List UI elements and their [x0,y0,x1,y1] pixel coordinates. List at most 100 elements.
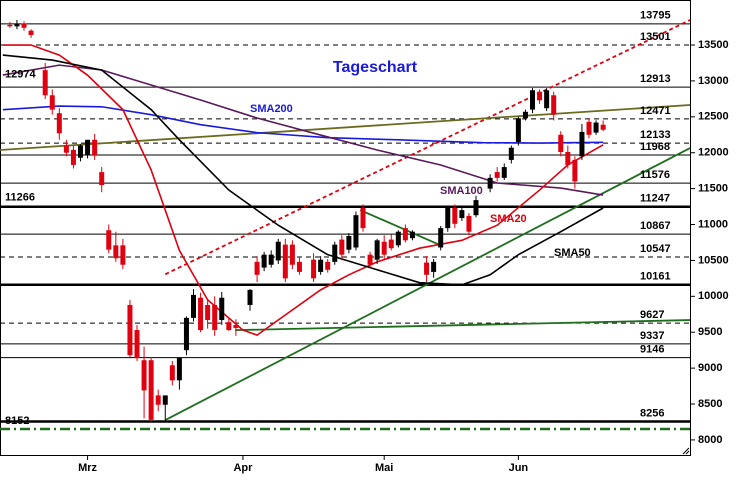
y-tick-label: 9500 [698,326,722,338]
y-tick-label: 13000 [698,75,729,87]
level-label: 11266 [5,191,35,203]
level-label: 11576 [640,169,670,181]
candle-body [579,131,585,157]
candle-body [219,297,225,321]
y-tick-label: 8000 [698,434,722,446]
y-tick-label: 9000 [698,362,722,374]
y-tick-label: 11000 [698,218,728,230]
candle-body [176,358,182,381]
candle-body [155,395,161,405]
level-label: 9337 [640,330,664,342]
candle-body [63,145,69,153]
candle-body [191,294,197,318]
level-label: 11968 [640,141,670,153]
candle-body [212,304,218,331]
level-label: 8256 [640,407,664,419]
candle-body [198,297,204,331]
candle-body [21,23,27,28]
trendline [359,209,441,246]
series-label: SMA50 [554,247,591,259]
moving-average [2,54,604,286]
candle-body [275,241,281,261]
candle-body [367,254,373,265]
level-label: 12974 [5,69,36,81]
trendline [0,104,691,151]
candle-body [226,322,232,331]
candle-body [296,261,302,272]
chart-title: Tageschart [333,59,418,76]
candle-body [473,200,479,216]
candle-body [85,139,91,155]
moving-average [2,44,604,336]
series-label: SMA20 [490,213,527,225]
candle-body [593,122,599,133]
candle-body [49,95,55,110]
candle-body [402,228,408,241]
candle-body [600,124,606,130]
level-label: 12471 [640,105,671,117]
candle-body [148,360,154,420]
candle-body [586,121,592,135]
candle-body [70,149,76,165]
moving-average [2,105,604,144]
candle-body [205,304,211,321]
candle-body [162,395,168,405]
level-label: 13795 [640,10,671,22]
trendline [235,319,691,332]
candle-body [445,208,451,229]
candle-body [353,215,359,248]
candle-body [233,325,239,328]
candle-body [395,231,401,246]
level-label: 9146 [640,344,664,356]
candle-body [459,210,465,219]
candle-body [346,236,352,250]
candle-body [99,172,105,186]
candle-body [92,139,98,155]
candle-body [360,208,366,229]
candle-body [551,95,557,115]
candle-body [318,259,324,272]
candle-body [339,239,345,255]
candle-body [113,245,119,259]
level-label: 13501 [640,31,671,43]
candle-body [424,262,430,275]
candle-body [325,261,331,270]
candle-body [28,30,34,35]
candle-body [508,147,514,160]
y-tick-label: 8500 [698,398,722,410]
resize-icon [682,447,690,455]
candle-body [332,244,338,262]
candle-body [134,330,140,359]
candle-body [452,208,458,224]
candle-body [120,245,126,265]
candle-body [311,259,317,279]
candle-body [438,228,444,248]
candle-body [106,230,112,250]
candle-body [494,172,500,178]
x-tick-label: Jun [509,462,529,474]
level-label: 9627 [640,309,664,321]
candle-body [169,365,175,381]
y-tick-label: 12500 [698,111,729,123]
candle-body [282,244,288,279]
level-label: 11247 [640,193,670,205]
candle-body [7,24,13,27]
candle-body [572,159,578,182]
candle-body [381,241,387,255]
candle-body [247,289,253,305]
candle-body [141,360,147,391]
candle-body [56,113,62,134]
x-tick-label: Apr [233,462,253,474]
candle-body [558,134,564,153]
candle-body [565,152,571,165]
x-tick-label: Mai [375,462,393,474]
candle-body [127,304,133,356]
candle-body [289,244,295,265]
candle-body [487,177,493,189]
y-tick-label: 10500 [698,254,729,266]
x-tick-label: Mrz [78,462,97,474]
candle-body [388,239,394,249]
candle-body [466,215,472,232]
y-tick-label: 12000 [698,147,729,159]
